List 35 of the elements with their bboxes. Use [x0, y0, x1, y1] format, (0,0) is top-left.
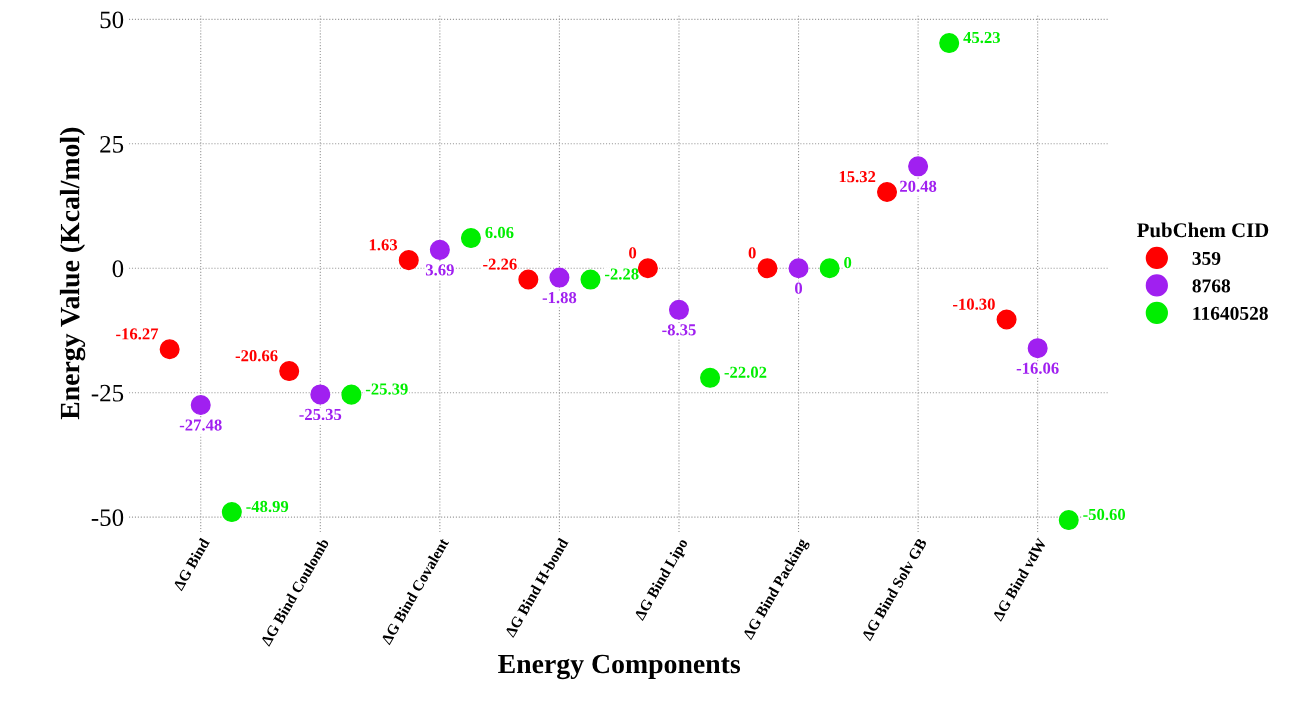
data-label: -2.26: [483, 258, 517, 270]
y-axis-title: Energy Value (Kcal/mol): [59, 127, 86, 420]
data-label: -16.27: [116, 328, 159, 340]
data-label: -16.06: [1016, 362, 1059, 374]
data-label: -10.30: [953, 298, 995, 310]
data-label: -27.48: [179, 419, 222, 431]
data-label: 1.63: [369, 239, 398, 251]
y-tick-label: 50: [100, 11, 124, 29]
data-label: 6.06: [485, 226, 514, 239]
data-label: -48.99: [246, 500, 289, 513]
y-tick-label: -25: [91, 384, 124, 402]
legend-label: 11640528: [1193, 306, 1268, 320]
data-label: -22.02: [724, 366, 767, 378]
y-tick-label: -50: [91, 509, 124, 527]
data-label: 0: [748, 247, 756, 259]
data-label: -1.88: [542, 291, 577, 304]
data-label: -20.66: [235, 350, 278, 362]
data-label: -25.39: [365, 383, 408, 395]
data-label: 45.23: [963, 31, 1001, 44]
data-label: 15.32: [839, 171, 876, 183]
legend-title: PubChem CID: [1137, 222, 1269, 238]
legend-label: 8768: [1192, 279, 1231, 293]
data-label: 0: [795, 282, 803, 294]
data-label: 0: [629, 247, 637, 259]
data-label: -50.60: [1083, 508, 1126, 521]
y-tick-label: 25: [100, 135, 124, 153]
data-label: -8.35: [662, 324, 696, 336]
data-label: 0: [844, 257, 852, 269]
x-axis-title: Energy Components: [498, 654, 741, 680]
data-label: -2.28: [605, 268, 639, 280]
data-label: 3.69: [425, 264, 454, 276]
y-tick-label: 0: [112, 260, 124, 278]
data-label: -25.35: [299, 408, 342, 421]
data-label: 20.48: [900, 180, 937, 192]
legend-label: 359: [1192, 251, 1221, 265]
